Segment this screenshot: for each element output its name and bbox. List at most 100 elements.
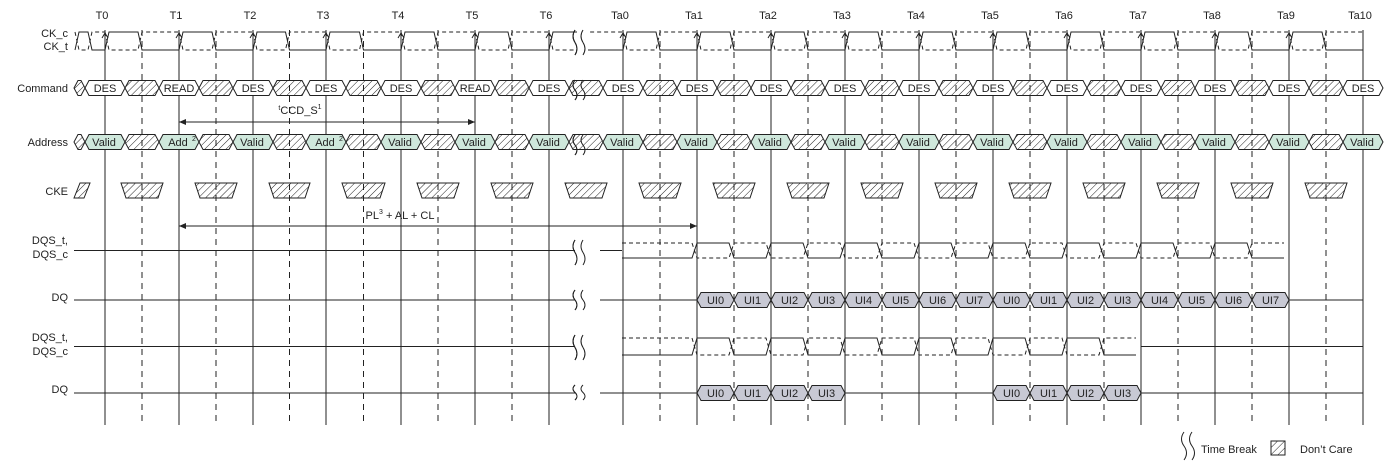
- command-text: DES: [1352, 83, 1375, 95]
- dqs1-label-a: DQS_t,: [32, 235, 68, 247]
- dqs2-t: [622, 337, 1136, 356]
- command-text: READ: [164, 83, 195, 95]
- command-dont-care: [73, 80, 86, 96]
- command-dont-care: [716, 80, 752, 96]
- time-label: Ta10: [1348, 10, 1372, 22]
- ck-c-wave: [1066, 31, 1141, 51]
- address-dont-care: [1234, 134, 1270, 150]
- ck-t-wave: [74, 31, 105, 51]
- ck-c-wave: [104, 31, 179, 51]
- address-dont-care: [642, 134, 678, 150]
- address-dont-care: [1086, 134, 1122, 150]
- clock-arrow: [841, 32, 849, 39]
- clock-arrow: [322, 32, 330, 39]
- tccd-arrow-head-right: [468, 119, 475, 125]
- clock-arrow: [545, 32, 553, 39]
- command-text: READ: [460, 83, 491, 95]
- cke-dont-care: [786, 182, 830, 199]
- command-dont-care: [642, 80, 678, 96]
- dq1-text: UI1: [1040, 295, 1057, 307]
- tccd-arrow-head-left: [179, 119, 186, 125]
- dq2-label: DQ: [52, 384, 69, 396]
- tccd-annotation: tCCD_S1: [278, 104, 321, 117]
- time-label: T5: [466, 10, 479, 22]
- ck-c-wave: [918, 31, 993, 51]
- command-text: DES: [538, 83, 561, 95]
- clock-arrow: [101, 32, 109, 39]
- time-labels: T0 T1 T2 T3 T4 T5 T6 Ta0 Ta1 Ta2 Ta3 Ta4 Ta5 Ta6 Ta7 Ta…: [96, 10, 1372, 22]
- cke-dont-care: [120, 182, 164, 199]
- address-cell: [1342, 134, 1384, 150]
- time-break: [580, 29, 586, 56]
- command-text: DES: [834, 83, 857, 95]
- clock-arrow: [1063, 32, 1071, 39]
- ck-c-wave: [770, 31, 845, 51]
- command-text: DES: [612, 83, 635, 95]
- pl-arrow-head-right: [690, 223, 697, 229]
- time-label: Ta6: [1055, 10, 1073, 22]
- ck-c-wave: [400, 31, 475, 51]
- command-text: DES: [908, 83, 931, 95]
- cke-dont-care: [1008, 182, 1052, 199]
- command-text: DES: [315, 83, 338, 95]
- time-label: Ta8: [1203, 10, 1221, 22]
- address-text: Valid: [1202, 137, 1226, 149]
- ck-c-wave: [622, 31, 697, 51]
- cke-dont-care: [194, 182, 238, 199]
- address-dont-care: [790, 134, 826, 150]
- clock-arrow: [619, 32, 627, 39]
- time-label: Ta4: [907, 10, 925, 22]
- clock-arrow: [915, 32, 923, 39]
- legend: Time Break Don’t Care: [1181, 431, 1353, 461]
- dqs1-label-b: DQS_c: [33, 249, 69, 261]
- command-text: DES: [686, 83, 709, 95]
- ck-c-wave: [74, 31, 105, 51]
- dq1-text: UI0: [707, 295, 724, 307]
- dq1-text: UI7: [1262, 295, 1279, 307]
- address-text: Valid: [1054, 137, 1078, 149]
- time-break: [572, 29, 578, 56]
- dq1-text: UI6: [1225, 295, 1242, 307]
- cke-dont-care: [1304, 182, 1348, 199]
- cke-dont-care: [934, 182, 978, 199]
- cke-dont-care: [416, 182, 460, 199]
- clock-arrow: [175, 32, 183, 39]
- signal-labels: CK_c CK_t Command Address CKE DQS_t, DQS…: [17, 28, 68, 396]
- time-break-icon: [1181, 431, 1195, 461]
- address-text: Valid: [1350, 137, 1374, 149]
- address-text: Valid: [388, 137, 412, 149]
- address-text: Valid: [832, 137, 856, 149]
- clock-arrow: [989, 32, 997, 39]
- dq2-text: UI3: [1114, 388, 1131, 400]
- annotations: tCCD_S1 PL3 + AL + CL: [278, 104, 434, 222]
- time-label: Ta3: [833, 10, 851, 22]
- command-dont-care: [938, 80, 974, 96]
- command-dont-care: [420, 80, 456, 96]
- command-dont-care: [124, 80, 160, 96]
- command-dont-care: [494, 80, 530, 96]
- legend-dont-care: Don’t Care: [1300, 444, 1353, 456]
- dq1-text: UI7: [966, 295, 983, 307]
- address-dont-care: [864, 134, 900, 150]
- address-dont-care: [568, 134, 604, 150]
- pl-annotation: PL3 + AL + CL: [366, 209, 435, 222]
- ck-c-wave: [1214, 31, 1289, 51]
- ck-c-wave: [992, 31, 1067, 51]
- time-label: T3: [317, 10, 330, 22]
- cke-dont-care: [73, 182, 91, 199]
- command-cell: [1342, 80, 1384, 96]
- clock-arrow: [1211, 32, 1219, 39]
- dq1-text: UI2: [1077, 295, 1094, 307]
- ck-c-wave: [548, 31, 623, 51]
- ck-c-wave: [325, 31, 401, 51]
- command-dont-care: [272, 80, 307, 96]
- time-label: Ta0: [611, 10, 629, 22]
- cke-dont-care: [564, 182, 608, 199]
- dq1-text: UI5: [1188, 295, 1205, 307]
- address-dont-care: [1012, 134, 1048, 150]
- pl-arrow-head-left: [179, 223, 186, 229]
- time-break: [572, 239, 578, 266]
- time-label: T1: [170, 10, 183, 22]
- ck-c-wave: [474, 31, 549, 51]
- clock-arrow: [767, 32, 775, 39]
